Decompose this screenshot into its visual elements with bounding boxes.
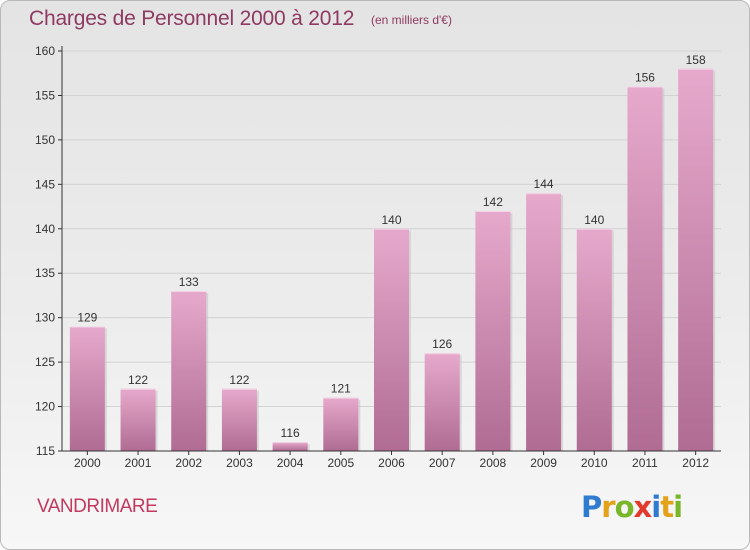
x-tick-label: 2006 xyxy=(378,456,405,470)
x-tick-label: 2008 xyxy=(480,456,507,470)
bar-2005 xyxy=(323,397,359,451)
x-tick-label: 2011 xyxy=(632,456,658,470)
x-tick-label: 2010 xyxy=(581,456,608,470)
y-tick-label: 125 xyxy=(35,355,55,369)
y-tick-label: 145 xyxy=(35,177,55,191)
data-label: 121 xyxy=(331,382,351,396)
x-tick-label: 2003 xyxy=(226,456,253,470)
x-tick-label: 2001 xyxy=(125,456,152,470)
y-tick-label: 140 xyxy=(35,222,55,236)
bar-2001 xyxy=(120,388,156,451)
bar-2012 xyxy=(678,68,714,452)
x-tick-label: 2007 xyxy=(429,456,456,470)
x-tick-label: 2009 xyxy=(530,456,557,470)
y-tick-label: 120 xyxy=(35,400,55,414)
bar-2008 xyxy=(475,211,511,451)
data-label: 133 xyxy=(179,275,199,289)
y-tick-label: 115 xyxy=(36,444,55,458)
y-tick-label: 130 xyxy=(35,311,55,325)
data-labels: 129 122 133 122 116 121 140 126 142 144 140 156 158 xyxy=(77,53,706,440)
bars xyxy=(69,68,716,452)
bar-2004 xyxy=(272,442,308,451)
data-label: 142 xyxy=(483,195,503,209)
bar-2000 xyxy=(69,326,105,451)
bar-2009 xyxy=(526,193,562,451)
data-label: 144 xyxy=(534,177,554,191)
x-tick-label: 2002 xyxy=(175,456,202,470)
x-tick-label: 2005 xyxy=(327,456,354,470)
data-label: 156 xyxy=(635,71,655,85)
data-label: 140 xyxy=(584,213,604,227)
y-tick-label: 135 xyxy=(35,266,55,280)
data-label: 158 xyxy=(686,53,706,67)
commune-name: VANDRIMARE xyxy=(37,496,158,517)
y-tick-label: 150 xyxy=(35,133,55,147)
x-tick-label: 2012 xyxy=(682,456,709,470)
chart-unit-label: (en milliers d'€) xyxy=(371,13,452,27)
axes: 115 120 125 130 135 140 145 150 155 160 2000 2001 20… xyxy=(35,44,721,470)
y-tick-label: 160 xyxy=(35,44,55,58)
data-label: 116 xyxy=(281,426,300,440)
data-label: 140 xyxy=(381,213,401,227)
bar-2006 xyxy=(374,228,409,451)
data-label: 126 xyxy=(432,337,452,351)
bar-2002 xyxy=(171,291,207,451)
chart-title: Charges de Personnel 2000 à 2012 xyxy=(29,7,355,30)
data-label: 122 xyxy=(229,373,249,387)
bar-2011 xyxy=(627,86,663,452)
proxiti-logo[interactable]: Proxiti xyxy=(579,488,691,524)
data-label: 129 xyxy=(77,311,97,325)
svg-text:Proxiti: Proxiti xyxy=(581,490,682,524)
y-tick-label: 155 xyxy=(35,88,55,102)
data-label: 122 xyxy=(128,373,148,387)
bar-2007 xyxy=(424,353,460,451)
x-tick-label: 2000 xyxy=(74,456,101,470)
bar-2010 xyxy=(576,228,612,451)
x-tick-label: 2004 xyxy=(277,456,304,470)
bar-2003 xyxy=(221,388,257,451)
